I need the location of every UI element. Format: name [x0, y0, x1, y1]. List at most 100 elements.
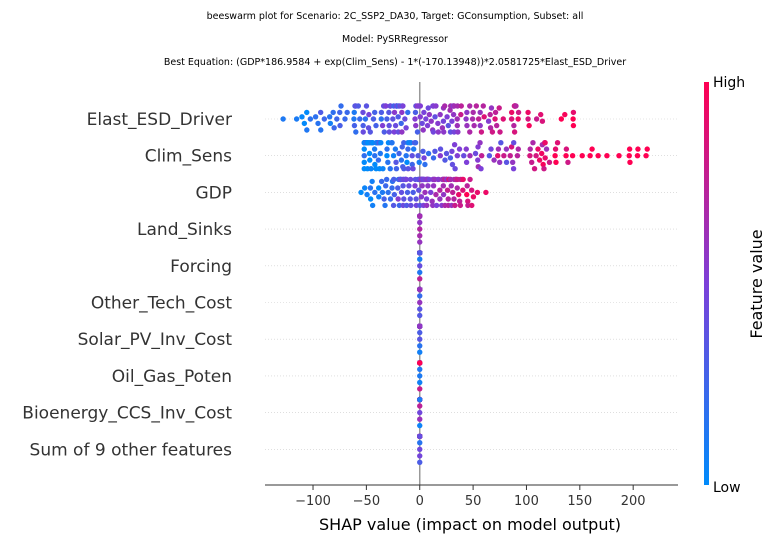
shap-point	[644, 146, 650, 152]
shap-point	[478, 153, 485, 159]
shap-point	[496, 105, 502, 111]
shap-point	[489, 129, 496, 135]
shap-point	[380, 166, 386, 172]
shap-point	[334, 116, 340, 122]
shap-point	[464, 122, 470, 129]
shap-point	[383, 176, 390, 183]
shap-point	[437, 196, 443, 202]
shap-point	[478, 166, 484, 172]
shap-point	[382, 202, 388, 209]
shap-point	[412, 140, 419, 146]
shap-point	[371, 146, 378, 152]
shap-point	[421, 155, 427, 161]
shap-point	[407, 176, 414, 183]
shap-point	[451, 196, 457, 202]
shap-point	[403, 125, 409, 131]
x-tick-label: 200	[621, 494, 646, 509]
shap-point	[393, 159, 399, 165]
shap-point	[467, 153, 473, 159]
feature-label: Forcing	[170, 257, 232, 277]
shap-point	[495, 153, 501, 159]
shap-point	[533, 116, 540, 122]
shap-point	[344, 109, 350, 116]
shap-point	[472, 150, 479, 157]
shap-point	[367, 185, 374, 191]
shap-point	[424, 202, 430, 209]
shap-point	[399, 144, 405, 150]
shap-point	[515, 146, 521, 152]
shap-point	[360, 129, 366, 135]
shap-point	[365, 125, 372, 131]
shap-point	[464, 191, 470, 198]
shap-point	[563, 146, 570, 152]
shap-point	[385, 159, 391, 165]
shap-point	[470, 109, 476, 116]
shap-point	[385, 189, 391, 196]
shap-point	[430, 183, 437, 189]
shap-point	[355, 103, 362, 109]
shap-point	[417, 379, 423, 386]
shap-point	[491, 157, 497, 163]
shap-point	[451, 129, 457, 135]
shap-point	[342, 116, 348, 122]
shap-point	[448, 183, 454, 189]
shap-point	[415, 153, 421, 159]
feature-label: Land_Sinks	[137, 220, 232, 240]
shap-point	[488, 105, 495, 111]
shap-point	[449, 161, 456, 168]
shap-point	[552, 146, 559, 152]
shap-point	[304, 127, 310, 133]
shap-point	[384, 116, 390, 122]
feature-label: Elast_ESD_Driver	[87, 110, 232, 130]
dots-layer	[280, 103, 650, 465]
shap-point	[417, 276, 423, 282]
shap-point	[441, 129, 447, 135]
shap-point	[467, 129, 473, 135]
shap-point	[372, 153, 378, 159]
x-ticks: −100 −50 0 50 100 150 200	[295, 485, 646, 509]
shap-point	[478, 129, 485, 135]
shap-point	[405, 166, 411, 172]
shap-point	[428, 189, 434, 196]
x-tick-label: 50	[465, 494, 482, 509]
shap-point	[563, 153, 569, 159]
shap-point	[538, 111, 544, 118]
shap-point	[391, 191, 398, 198]
shap-point	[460, 176, 466, 183]
shap-point	[437, 153, 444, 159]
shap-point	[447, 155, 454, 161]
shap-point	[456, 146, 463, 152]
shap-point	[616, 153, 622, 159]
shap-point	[338, 103, 344, 109]
colorbar-low-label: Low	[713, 480, 741, 496]
shap-point	[449, 148, 455, 154]
shap-point	[358, 189, 364, 196]
shap-point	[379, 122, 386, 129]
shap-point	[526, 122, 532, 129]
shap-point	[417, 103, 424, 109]
shap-point	[570, 109, 577, 116]
shap-point	[510, 166, 517, 172]
shap-point	[315, 120, 321, 127]
shap-point	[396, 150, 402, 157]
shap-point	[417, 459, 423, 465]
shap-point	[404, 189, 411, 196]
shap-point	[473, 103, 480, 109]
shap-point	[525, 109, 531, 116]
shap-point	[417, 440, 423, 446]
shap-point	[417, 422, 423, 429]
shap-point	[391, 109, 398, 116]
shap-point	[406, 183, 412, 189]
shap-point	[375, 157, 382, 163]
shap-point	[417, 293, 423, 299]
shap-point	[301, 120, 308, 127]
shap-point	[280, 116, 286, 122]
shap-point	[401, 140, 407, 146]
shap-point	[376, 194, 382, 200]
shap-point	[390, 116, 396, 122]
shap-point	[475, 144, 481, 150]
shap-point	[351, 109, 357, 116]
shap-point	[423, 116, 429, 122]
shap-point	[430, 155, 437, 161]
